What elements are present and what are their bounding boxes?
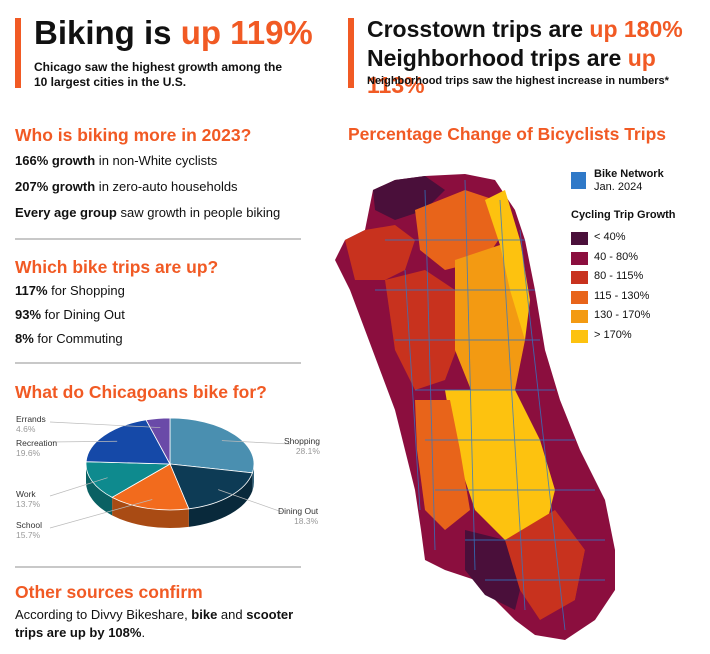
legend-growth-title: Cycling Trip Growth <box>571 209 676 221</box>
legend-bike-network-label: Bike Network <box>594 168 664 180</box>
header-right-line1: Crosstown trips are up 180% <box>367 16 683 42</box>
pie-label-errands: Errands 4.6% <box>16 414 46 434</box>
header-right-line2: Neighborhood trips are up 113% <box>367 45 656 98</box>
legend-swatch <box>571 271 588 284</box>
pie-slice-work <box>85 461 172 498</box>
legend-bike-network-date: Jan. 2024 <box>594 181 643 193</box>
pie-side-shopping <box>252 464 254 491</box>
which-title: Which bike trips are up? <box>15 257 219 277</box>
pie-leader-line <box>221 440 291 445</box>
map-region-north <box>415 190 505 270</box>
header-right-accent-bar <box>348 18 354 88</box>
pie-label-recreation: Recreation 19.6% <box>16 438 58 458</box>
legend-label: 115 - 130% <box>594 289 650 302</box>
header-left-subtitle: Chicago saw the highest growth among the… <box>34 60 283 89</box>
map-region-south-central <box>445 390 555 540</box>
legend-swatch-bike-network <box>571 172 586 189</box>
other-text-line2: trips are up by 108%. <box>15 625 146 640</box>
header-left-title: Biking is up 119% <box>34 14 313 51</box>
map-region-central <box>455 245 525 400</box>
legend-label: 40 - 80% <box>594 250 639 263</box>
pie-chart <box>49 417 291 529</box>
pie-leader-line <box>49 499 153 529</box>
legend-swatch <box>571 232 588 245</box>
bike-network-lines <box>375 179 605 631</box>
pie-label-shopping: Shopping 28.1% <box>284 436 320 456</box>
pie-slice-recreation <box>85 419 171 465</box>
pie-slice-errands <box>145 417 171 465</box>
legend-label: > 170% <box>594 328 632 341</box>
other-title: Other sources confirm <box>15 582 203 602</box>
legend-swatch <box>571 251 588 265</box>
divider <box>15 566 301 568</box>
legend-swatch <box>571 290 588 304</box>
which-item: 117% for Shopping <box>15 283 125 298</box>
pie-side-dining-out <box>188 472 253 527</box>
who-item: Every age group saw growth in people bik… <box>15 205 281 220</box>
other-text-line1: According to Divvy Bikeshare, bike and s… <box>15 607 294 622</box>
map-region-far-south <box>505 510 585 620</box>
legend-label: 80 - 115% <box>594 270 644 282</box>
pie-side-work <box>86 464 113 516</box>
which-item: 93% for Dining Out <box>15 307 125 322</box>
header-right-subtitle: Neighborhood trips saw the highest incre… <box>367 75 669 87</box>
legend-label: < 40% <box>594 231 626 243</box>
pie-label-work: Work 13.7% <box>16 489 41 509</box>
pie-slice-dining-out <box>169 463 253 510</box>
what-title: What do Chicagoans bike for? <box>15 382 267 402</box>
divider <box>15 238 301 240</box>
who-title: Who is biking more in 2023? <box>15 125 252 145</box>
pie-slice-school <box>111 463 190 511</box>
who-item: 207% growth in zero-auto households <box>15 179 238 194</box>
pie-label-dining-out: Dining Out 18.3% <box>278 506 319 526</box>
map-region-southwest <box>415 400 470 530</box>
map-region-nw <box>345 225 415 280</box>
map-title: Percentage Change of Bicyclists Trips <box>348 124 667 144</box>
pie-leader-line <box>218 489 283 513</box>
chicago-map <box>335 174 615 640</box>
pie-leader-line <box>49 421 161 428</box>
pie-slice-shopping <box>169 417 255 474</box>
pie-label-school: School 15.7% <box>16 520 42 540</box>
legend-swatch <box>571 310 588 323</box>
pie-leader-line <box>49 440 118 443</box>
which-item: 8% for Commuting <box>15 331 123 346</box>
legend-label: 130 - 170% <box>594 309 651 321</box>
map-region-lakefront-north <box>485 190 530 340</box>
pie-leader-line <box>49 477 108 497</box>
legend-swatch <box>571 329 588 343</box>
who-item: 166% growth in non-White cyclists <box>15 153 218 168</box>
map-region-west <box>385 270 460 390</box>
divider <box>15 362 301 364</box>
map-region-north-dark <box>373 176 445 220</box>
header-left-accent-bar <box>15 18 21 88</box>
